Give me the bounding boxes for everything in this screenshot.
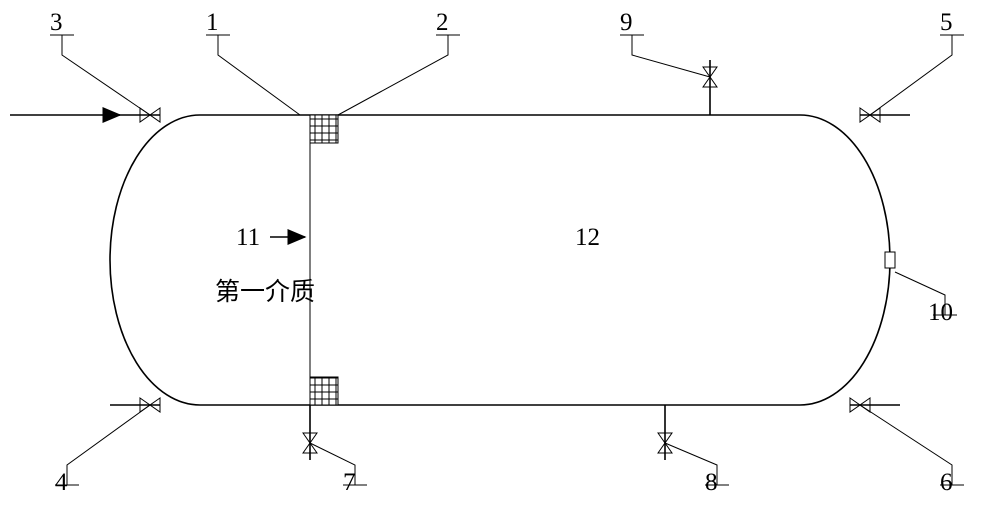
label-12: 12: [575, 224, 600, 251]
label-11: 11: [236, 224, 260, 251]
leader-4: [67, 405, 150, 485]
label-10: 10: [928, 299, 953, 326]
label-9: 9: [620, 9, 633, 36]
leader-2: [338, 35, 448, 115]
leader-1: [218, 35, 300, 115]
label-2: 2: [436, 9, 449, 36]
label-8: 8: [705, 469, 718, 496]
leader-3: [62, 35, 150, 115]
label-1: 1: [206, 9, 219, 36]
label-6: 6: [940, 469, 953, 496]
leader-9: [632, 35, 710, 77]
leader-6: [860, 405, 952, 485]
label-3: 3: [50, 9, 63, 36]
label-medium: 第一介质: [215, 278, 315, 306]
label-4: 4: [55, 469, 68, 496]
guide-block-bottom: [310, 377, 338, 405]
label-7: 7: [343, 469, 356, 496]
vessel-shell: [110, 115, 890, 405]
guide-block-top: [310, 115, 338, 143]
leader-5: [870, 35, 952, 115]
label-5: 5: [940, 9, 953, 36]
sight-glass: [885, 252, 895, 268]
engineering-diagram: 123456789101112第一介质: [0, 0, 1000, 521]
